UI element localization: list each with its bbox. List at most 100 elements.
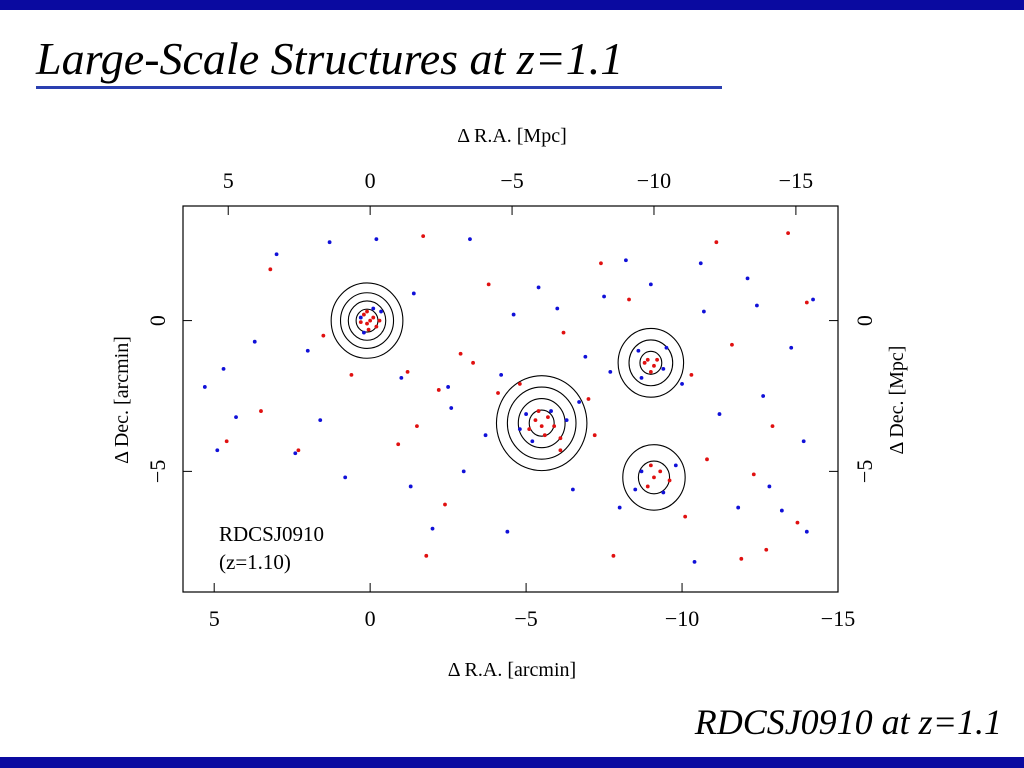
scatter-point <box>693 560 697 564</box>
scatter-point <box>537 286 541 290</box>
density-contour <box>618 328 684 397</box>
x-axis-title-bottom: Δ R.A. [arcmin] <box>448 659 576 681</box>
scatter-point <box>655 358 659 362</box>
scatter-point <box>583 355 587 359</box>
scatter-point <box>431 527 435 531</box>
scatter-point <box>399 376 403 380</box>
scatter-point <box>253 340 257 344</box>
x-tick-label-bottom: −10 <box>665 606 699 631</box>
scatter-point <box>446 385 450 389</box>
scatter-point <box>636 349 640 353</box>
scatter-point <box>718 412 722 416</box>
annotation-line-1: RDCSJ0910 <box>219 522 324 546</box>
annotation-line-2: (z=1.10) <box>219 550 291 574</box>
scatter-point <box>203 385 207 389</box>
scatter-point <box>297 448 301 452</box>
scatter-point <box>780 509 784 513</box>
scatter-point <box>459 352 463 356</box>
scatter-point <box>665 346 669 350</box>
scatter-point <box>649 463 653 467</box>
scatter-point <box>702 310 706 314</box>
scatter-point <box>786 231 790 235</box>
scatter-point <box>524 412 528 416</box>
scatter-point <box>612 554 616 558</box>
scatter-point <box>802 439 806 443</box>
scatter-point <box>546 415 550 419</box>
scatter-point <box>518 427 522 431</box>
scatter-point <box>367 328 371 332</box>
scatter-point <box>365 322 369 326</box>
scatter-point <box>555 307 559 311</box>
scatter-point <box>374 237 378 241</box>
scatter-point <box>268 267 272 271</box>
scatter-point <box>534 418 538 422</box>
density-contour <box>518 399 565 448</box>
scatter-point <box>234 415 238 419</box>
scatter-point <box>571 488 575 492</box>
scatter-point <box>449 406 453 410</box>
scatter-point <box>559 448 563 452</box>
scatter-point <box>306 349 310 353</box>
scatter-point <box>661 491 665 495</box>
scatter-point <box>350 373 354 377</box>
scatter-point <box>321 334 325 338</box>
x-tick-label-top: −5 <box>500 168 523 193</box>
scatter-point <box>415 424 419 428</box>
scatter-point <box>552 424 556 428</box>
scatter-point <box>359 316 363 320</box>
scatter-point <box>424 554 428 558</box>
scatter-point <box>755 304 759 308</box>
scatter-point <box>468 237 472 241</box>
scatter-point <box>643 361 647 365</box>
scatter-point <box>259 409 263 413</box>
scatter-point <box>646 358 650 362</box>
scatter-point <box>577 400 581 404</box>
scatter-point <box>379 310 383 314</box>
density-contour <box>507 387 576 459</box>
x-tick-label-top: 5 <box>223 168 234 193</box>
scatter-point <box>365 310 369 314</box>
x-tick-label-bottom: 0 <box>365 606 376 631</box>
scatter-point <box>549 409 553 413</box>
scatter-point <box>437 388 441 392</box>
bottom-accent-bar <box>0 757 1024 768</box>
scatter-point <box>805 530 809 534</box>
scatter-point <box>811 298 815 302</box>
y-tick-label-right: 0 <box>852 315 877 326</box>
y-tick-label-left: −5 <box>145 460 170 483</box>
density-contour <box>529 410 554 436</box>
scatter-point <box>275 252 279 256</box>
scatter-point <box>359 320 363 324</box>
scatter-point <box>343 476 347 480</box>
scatter-point <box>658 469 662 473</box>
scatter-point <box>764 548 768 552</box>
x-tick-label-bottom: −15 <box>821 606 855 631</box>
x-tick-label-top: −15 <box>779 168 813 193</box>
scatter-point <box>371 307 375 311</box>
scatter-point <box>222 367 226 371</box>
scatter-point <box>674 463 678 467</box>
x-tick-label-bottom: −5 <box>514 606 537 631</box>
y-tick-label-right: −5 <box>852 460 877 483</box>
scatter-point <box>730 343 734 347</box>
scatter-point <box>683 515 687 519</box>
scatter-point <box>462 469 466 473</box>
scatter-point <box>599 261 603 265</box>
scatter-point <box>705 457 709 461</box>
scatter-point <box>633 488 637 492</box>
scatter-point <box>293 451 297 455</box>
scatter-point <box>362 313 366 317</box>
scatter-point <box>618 506 622 510</box>
scatter-point <box>771 424 775 428</box>
scatter-point <box>409 485 413 489</box>
x-tick-label-top: −10 <box>637 168 671 193</box>
scatter-point <box>540 424 544 428</box>
scatter-point <box>646 485 650 489</box>
scatter-point <box>368 319 372 323</box>
scatter-point <box>543 433 547 437</box>
scatter-point <box>649 283 653 287</box>
scatter-point <box>752 472 756 476</box>
scatter-point <box>443 503 447 507</box>
scatter-point <box>318 418 322 422</box>
scatter-point <box>736 506 740 510</box>
